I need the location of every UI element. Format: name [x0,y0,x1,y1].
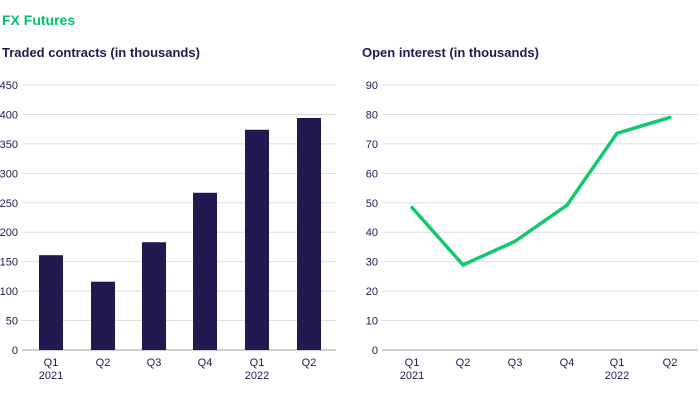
x-tick-label: Q2 [456,357,471,369]
x-tick-label: Q1 [44,357,59,369]
x-tick-label: Q1 [610,357,625,369]
y-tick-label: 30 [366,257,378,269]
y-tick-label: 20 [366,286,378,298]
data-point [410,205,414,210]
x-tick-label: Q2 [302,357,317,369]
bar-Q2 [297,117,321,350]
y-tick-label: 100 [0,286,18,298]
y-tick-label: 60 [366,168,378,180]
y-tick-label: 50 [366,198,378,210]
x-tick-label: Q1 [250,357,265,369]
y-tick-label: 150 [0,257,18,269]
data-point [615,131,619,135]
x-tick-year-label: 2022 [245,370,269,382]
data-point [668,115,672,120]
open-interest-line [410,115,671,267]
y-tick-label: 400 [0,109,18,121]
x-tick-label: Q3 [508,357,523,369]
x-tick-year-label: 2021 [39,370,63,382]
y-tick-label: 70 [366,139,378,151]
y-tick-label: 40 [366,227,378,239]
bar-chart-title: Traded contracts (in thousands) [2,45,200,60]
bar-Q1-2022 [245,129,269,350]
y-tick-label: 250 [0,198,18,210]
x-tick-label: Q1 [405,357,420,369]
data-point [461,263,465,267]
y-tick-label: 90 [366,80,378,92]
x-tick-label: Q2 [663,357,678,369]
x-tick-label: Q2 [96,357,111,369]
x-tick-label: Q4 [198,357,213,369]
y-tick-label: 50 [6,316,18,328]
x-tick-label: Q3 [147,357,162,369]
y-tick-label: 300 [0,168,18,180]
x-tick-year-label: 2021 [400,370,424,382]
y-tick-label: 350 [0,139,18,151]
x-tick-year-label: 2022 [605,370,629,382]
bar-Q4 [193,192,217,350]
bar-Q1-2021 [39,255,63,350]
figure-title: FX Futures [2,12,75,28]
y-tick-label: 10 [366,316,378,328]
bar-Q2 [91,281,115,350]
y-tick-label: 200 [0,227,18,239]
x-tick-label: Q4 [560,357,575,369]
y-tick-label: 0 [372,345,378,357]
y-tick-label: 80 [366,109,378,121]
y-tick-label: 450 [0,80,18,92]
y-tick-label: 0 [12,345,18,357]
data-point [513,239,517,244]
bar-Q3 [142,242,166,350]
data-point [565,203,569,207]
line-chart-title: Open interest (in thousands) [362,45,539,60]
